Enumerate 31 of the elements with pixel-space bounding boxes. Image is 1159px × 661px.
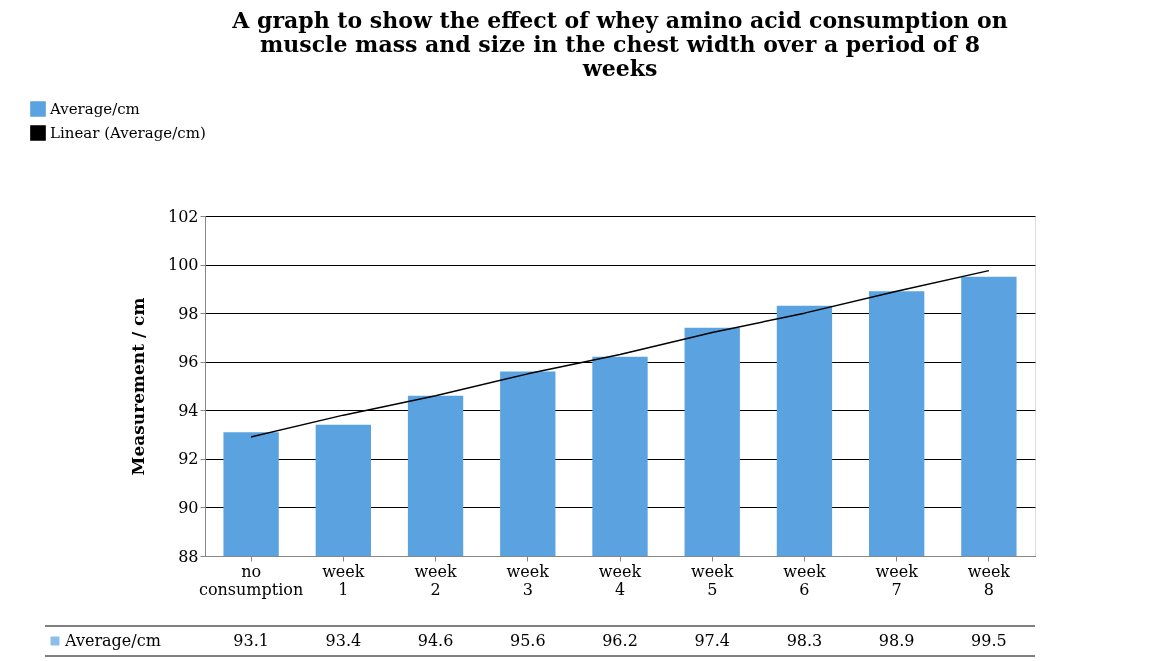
y-tick-label: 96 (178, 352, 199, 372)
y-tick-label: 98 (178, 303, 199, 323)
y-tick-label: 102 (167, 206, 199, 226)
legend-label: Linear (Average/cm) (50, 124, 206, 142)
data-label: 93.1 (233, 631, 269, 650)
data-label: 99.5 (971, 631, 1007, 650)
data-label: 94.6 (417, 631, 454, 650)
x-tick-label: week 6 (783, 561, 826, 599)
data-label: 93.4 (325, 631, 362, 650)
x-tick-label: week 1 (322, 561, 365, 599)
x-tick-label: week 2 (414, 561, 458, 599)
y-tick-label: 100 (167, 255, 199, 275)
x-tick-label: week 7 (875, 561, 919, 599)
y-tick-label: 94 (178, 400, 199, 420)
data-label: 95.6 (509, 631, 546, 650)
chart-title: A graph to show the effect of whey amino acid consumption on muscle mass and size in the chest width over a period of 8 weeks (231, 7, 1008, 81)
x-tick-label: week 3 (506, 561, 550, 599)
legend-label: Average/cm (64, 631, 161, 650)
y-tick-label: 88 (178, 546, 199, 566)
y-axis-title: Measurement / cm (127, 297, 148, 476)
x-tick-label: week 4 (598, 561, 642, 599)
data-label: 98.3 (786, 631, 823, 650)
text: Average/cm (50, 100, 140, 118)
data-label: 97.4 (694, 631, 731, 650)
data-label: 96.2 (602, 631, 638, 650)
y-tick-label: 90 (178, 497, 199, 517)
x-tick-label: week 5 (691, 561, 734, 599)
x-tick-label: week 8 (967, 561, 1011, 599)
x-tick-label: no consumption (198, 561, 304, 599)
data-label: 98.9 (878, 631, 915, 650)
y-tick-label: 92 (178, 449, 199, 469)
